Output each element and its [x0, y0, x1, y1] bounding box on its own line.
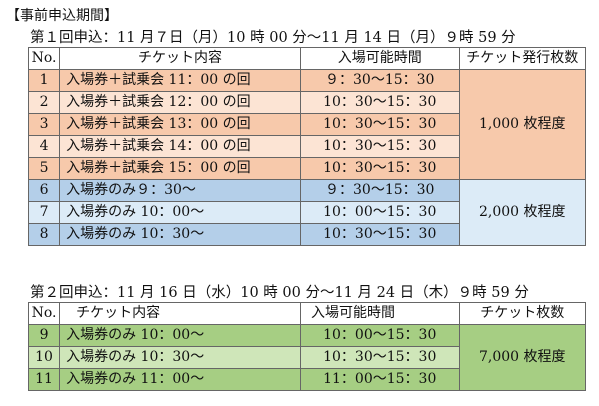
second-application-period: 第２回申込：11 月 16 日（水）10 時 00 分～11 月 24 日（木）… — [30, 285, 529, 301]
table-row: 5 入場券＋試乗会 15：00 の回 10：30～15：30 — [27, 157, 586, 180]
ticket-count: 7,000 枚程度 — [458, 324, 587, 391]
ticket-content: 入場券のみ 10：30～ — [59, 346, 301, 369]
header-entry-time: 入場可能時間 — [299, 47, 460, 70]
ticket-count: 1,000 枚程度 — [458, 69, 587, 180]
header-ticket-count: チケット枚数 — [458, 302, 587, 325]
table-row: 10 入場券のみ 10：30～ 10：30～15：30 — [27, 346, 586, 369]
table-row: 8 入場券のみ 10：30～ 10：30～15：30 — [27, 223, 586, 246]
ticket-content: 入場券＋試乗会 13：00 の回 — [59, 113, 301, 136]
row-number: 1 — [27, 69, 61, 92]
entry-time: ９：30～15：30 — [299, 179, 460, 202]
row-number: 2 — [27, 91, 61, 114]
row-number: 3 — [27, 113, 61, 136]
entry-time: 10：00～15：30 — [299, 324, 460, 347]
ticket-content: 入場券のみ 10：00～ — [59, 201, 301, 224]
section-heading: 【事前申込期間】 — [6, 8, 118, 24]
ticket-content: 入場券のみ 11：00～ — [59, 368, 301, 391]
second-period-ticket-table: No. チケット内容 入場可能時間 チケット枚数 9 入場券のみ 10：00～ … — [27, 302, 587, 391]
row-number: 10 — [27, 346, 61, 369]
header-no: No. — [27, 47, 61, 70]
entry-time: 10：00～15：30 — [299, 201, 460, 224]
row-number: 4 — [27, 135, 61, 158]
entry-time: 10：30～15：30 — [299, 91, 460, 114]
ticket-content: 入場券＋試乗会 11：00 の回 — [59, 69, 301, 92]
table-row: 9 入場券のみ 10：00～ 10：00～15：30 7,000 枚程度 — [27, 324, 587, 391]
entry-time: 10：30～15：30 — [299, 223, 460, 246]
row-number: 8 — [27, 223, 61, 246]
ticket-count: 2,000 枚程度 — [458, 179, 587, 246]
table-row: 1 入場券＋試乗会 11：00 の回 ９：30～15：30 1,000 枚程度 — [27, 69, 587, 180]
table-row: 6 入場券のみ９：30～ ９：30～15：30 2,000 枚程度 — [27, 179, 587, 246]
ticket-content: 入場券のみ９：30～ — [59, 179, 301, 202]
table-row: 4 入場券＋試乗会 14：00 の回 10：30～15：30 — [27, 135, 586, 158]
row-number: 11 — [27, 368, 61, 391]
row-number: 7 — [27, 201, 61, 224]
ticket-content: 入場券＋試乗会 14：00 の回 — [59, 135, 301, 158]
entry-time: ９：30～15：30 — [299, 69, 460, 92]
table-header-row: No. チケット内容 入場可能時間 チケット発行枚数 — [27, 47, 587, 70]
row-number: 6 — [27, 179, 61, 202]
entry-time: 10：30～15：30 — [299, 135, 460, 158]
row-number: 5 — [27, 157, 61, 180]
entry-time: 11：00～15：30 — [299, 368, 460, 391]
first-period-ticket-table: No. チケット内容 入場可能時間 チケット発行枚数 1 入場券＋試乗会 11：… — [27, 47, 587, 246]
table-header-row: No. チケット内容 入場可能時間 チケット枚数 — [27, 302, 587, 325]
header-ticket-content: チケット内容 — [59, 47, 301, 70]
ticket-content: 入場券＋試乗会 15：00 の回 — [59, 157, 301, 180]
first-application-period: 第１回申込：11 月７日（月）10 時 00 分～11 月 14 日（月）９時 … — [30, 30, 516, 46]
header-ticket-content: チケット内容 — [59, 302, 301, 325]
ticket-content: 入場券＋試乗会 12：00 の回 — [59, 91, 301, 114]
ticket-content: 入場券のみ 10：30～ — [59, 223, 301, 246]
table-row: 3 入場券＋試乗会 13：00 の回 10：30～15：30 — [27, 113, 586, 136]
entry-time: 10：30～15：30 — [299, 113, 460, 136]
header-entry-time: 入場可能時間 — [299, 302, 460, 325]
row-number: 9 — [27, 324, 61, 347]
entry-time: 10：30～15：30 — [299, 346, 460, 369]
table-row: 11 入場券のみ 11：00～ 11：00～15：30 — [27, 368, 586, 391]
ticket-content: 入場券のみ 10：00～ — [59, 324, 301, 347]
header-no: No. — [27, 302, 61, 325]
table-row: 7 入場券のみ 10：00～ 10：00～15：30 — [27, 201, 586, 224]
header-ticket-count: チケット発行枚数 — [458, 47, 587, 70]
entry-time: 10：30～15：30 — [299, 157, 460, 180]
